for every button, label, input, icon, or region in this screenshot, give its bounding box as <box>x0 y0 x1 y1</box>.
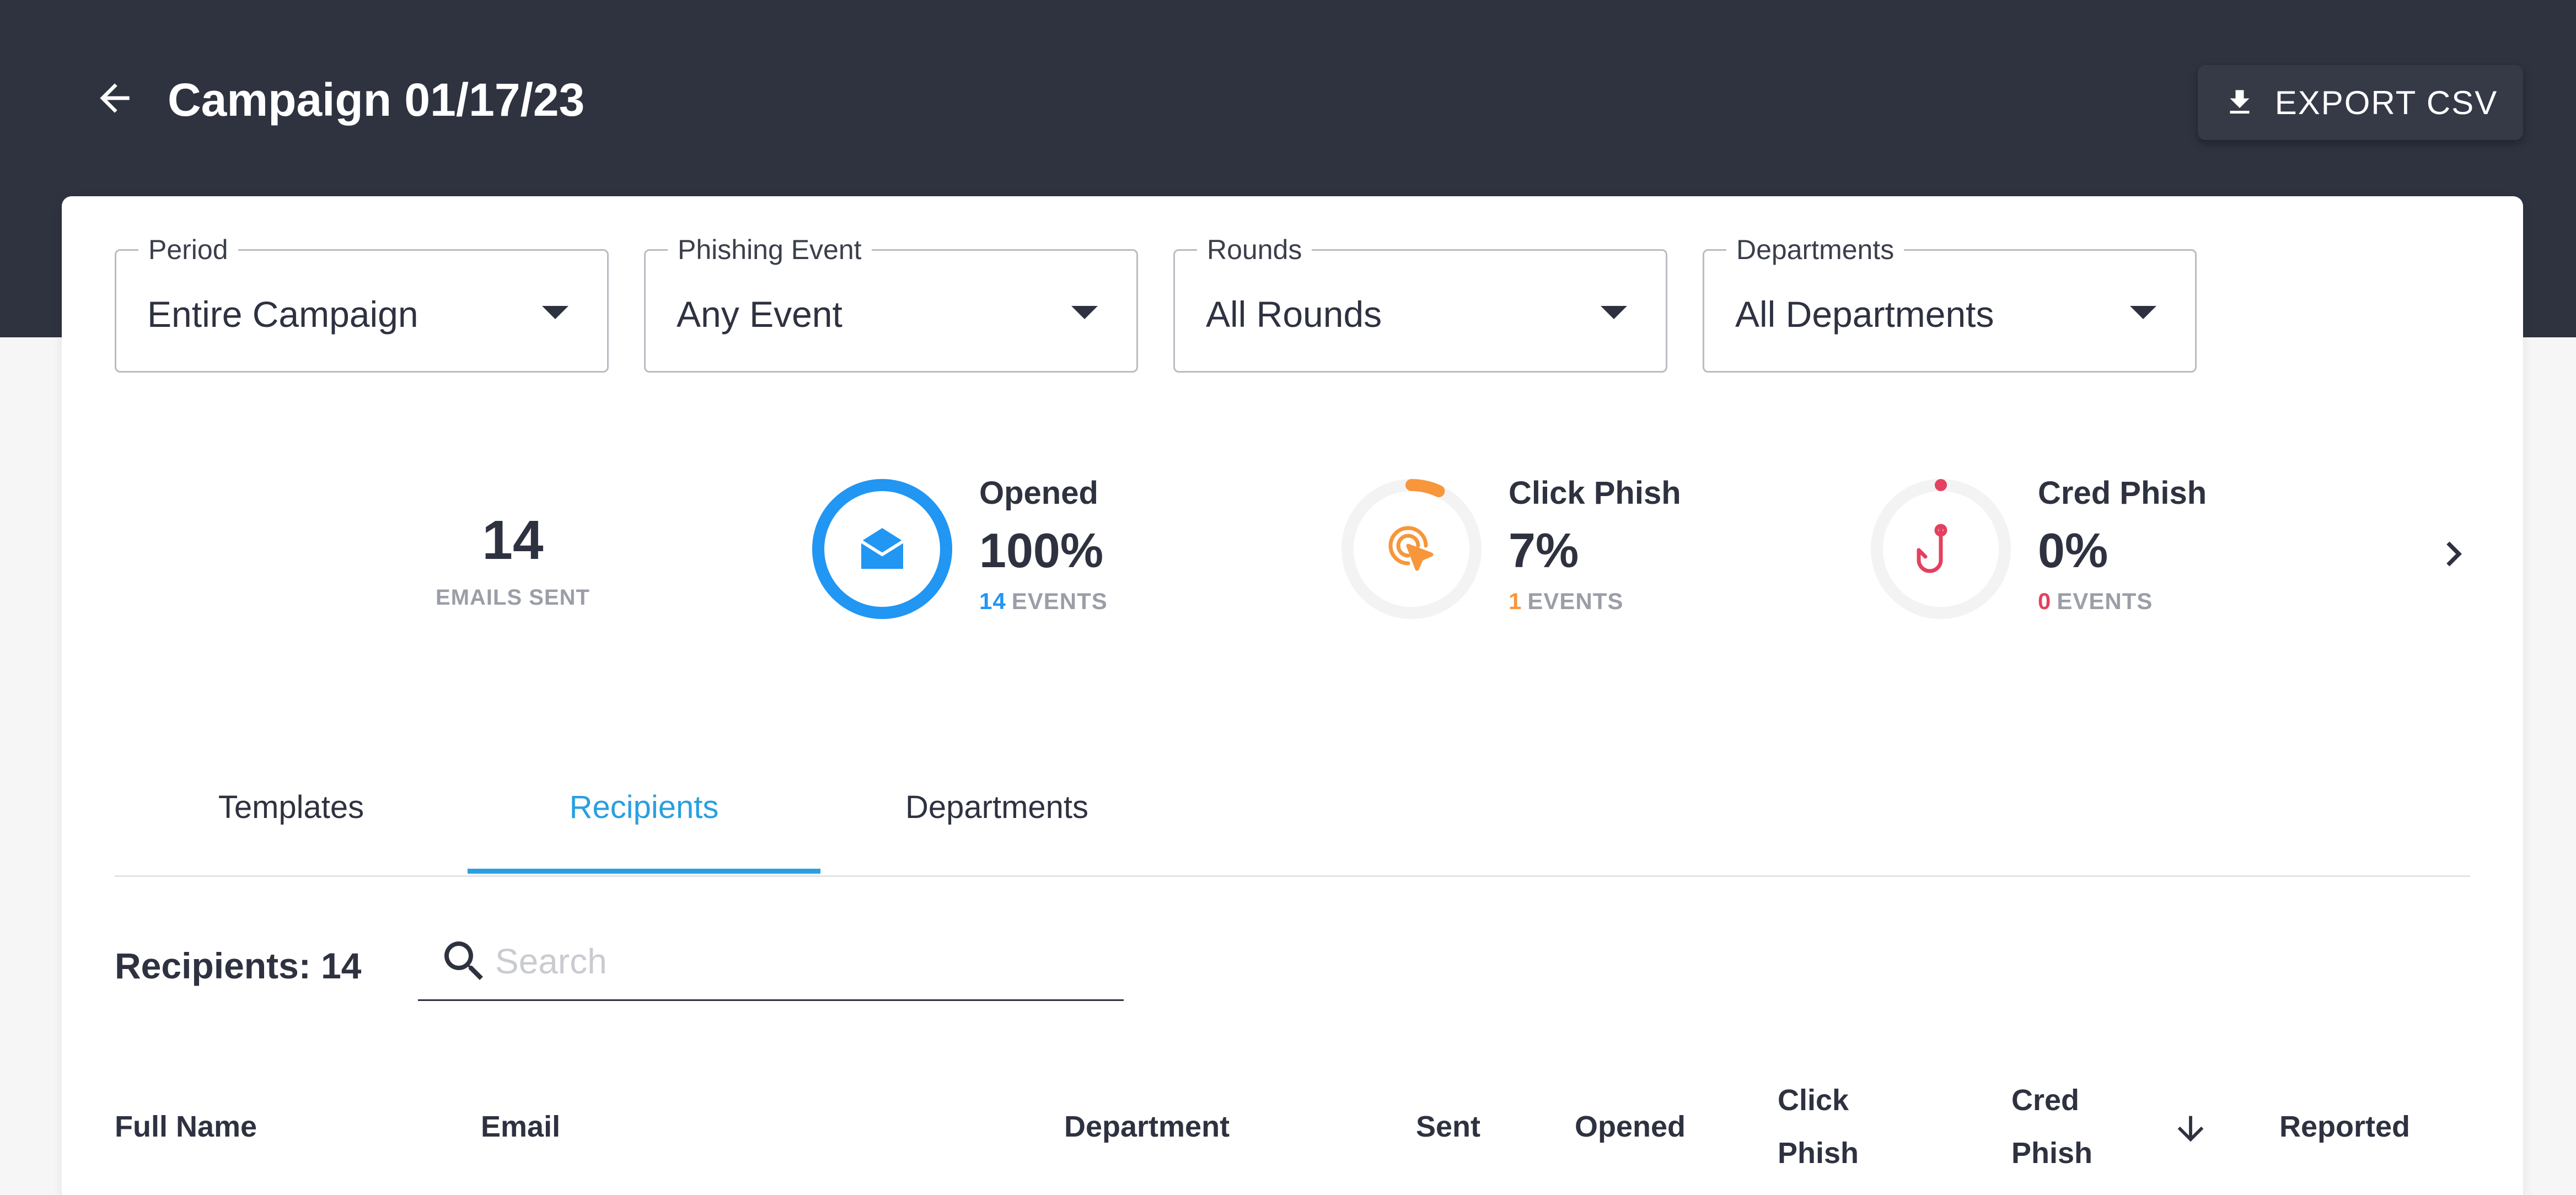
next-stats-button[interactable] <box>2426 524 2481 584</box>
period-label: Period <box>138 233 238 266</box>
emails-sent-count: 14 <box>482 509 544 571</box>
column-header-full-name[interactable]: Full Name <box>115 1110 257 1143</box>
cred-phish-events: 0 EVENTS <box>2038 588 2207 615</box>
cred-phish-progress-ring <box>1871 479 2011 619</box>
recipients-count: Recipients: 14 <box>115 945 362 986</box>
chevron-right-icon <box>2446 541 2462 567</box>
export-csv-button[interactable]: EXPORT CSV <box>2198 65 2523 140</box>
opened-percent: 100% <box>979 523 1104 578</box>
opened-events-label: EVENTS <box>1011 588 1108 614</box>
ring-progress <box>812 479 952 619</box>
click-phish-title: Click Phish <box>1509 475 1681 511</box>
rounds-value: All Rounds <box>1206 294 1382 335</box>
tabs-divider <box>115 875 2470 877</box>
download-icon <box>2230 90 2250 114</box>
fish-hook-icon <box>1917 524 1947 573</box>
opened-events: 14 EVENTS <box>979 588 1108 615</box>
caret-down-icon <box>542 306 568 319</box>
arrow-left-icon <box>100 83 130 113</box>
active-tab-indicator <box>468 869 820 874</box>
click-phish-events-label: EVENTS <box>1527 588 1624 614</box>
rounds-label: Rounds <box>1197 233 1312 266</box>
search-input[interactable] <box>495 934 1102 989</box>
campaign-card <box>62 196 2523 1195</box>
export-csv-label: EXPORT CSV <box>2274 84 2498 121</box>
back-button[interactable] <box>88 72 141 125</box>
departments-select[interactable]: Departments All Departments <box>1703 233 2197 373</box>
column-header-sent[interactable]: Sent <box>1416 1110 1481 1143</box>
opened-title: Opened <box>979 475 1098 511</box>
caret-down-icon <box>1071 306 1098 319</box>
click-phish-events: 1 EVENTS <box>1509 588 1681 615</box>
page-title: Campaign 01/17/23 <box>168 74 585 126</box>
click-phish-progress-ring <box>1341 479 1482 619</box>
column-header-click-phish[interactable]: Click Phish <box>1778 1084 1859 1170</box>
column-header-email[interactable]: Email <box>481 1110 561 1143</box>
recipient-search <box>418 926 1124 1001</box>
ring-progress <box>1871 479 2011 619</box>
phishing-event-label: Phishing Event <box>668 233 872 266</box>
arrow-down-icon <box>2177 1116 2204 1142</box>
emails-sent-stat: 14 EMAILS SENT <box>419 507 607 610</box>
click-phish-stat: Click Phish 7% 1 EVENTS <box>1509 474 1681 615</box>
click-phish-percent: 7% <box>1509 523 1579 578</box>
column-header-reported[interactable]: Reported <box>2279 1110 2411 1143</box>
sort-descending-icon[interactable] <box>2167 1105 2214 1153</box>
tab-recipients[interactable]: Recipients <box>569 789 719 825</box>
phishing-event-select[interactable]: Phishing Event Any Event <box>644 233 1138 373</box>
column-header-opened[interactable]: Opened <box>1575 1110 1686 1143</box>
opened-stat: Opened 100% 14 EVENTS <box>979 474 1108 615</box>
departments-value: All Departments <box>1735 294 1994 335</box>
cred-phish-events-count: 0 <box>2038 588 2052 614</box>
phishing-event-value: Any Event <box>677 294 842 335</box>
click-phish-events-count: 1 <box>1509 588 1522 614</box>
tab-departments[interactable]: Departments <box>905 789 1089 825</box>
period-value: Entire Campaign <box>147 294 418 335</box>
cred-phish-events-label: EVENTS <box>2057 588 2153 614</box>
opened-events-count: 14 <box>979 588 1006 614</box>
click-target-icon <box>1388 526 1434 571</box>
departments-label: Departments <box>1726 233 1904 266</box>
cred-phish-percent: 0% <box>2038 523 2108 578</box>
caret-down-icon <box>1601 306 1627 319</box>
column-header-department[interactable]: Department <box>1064 1110 1230 1143</box>
tab-templates[interactable]: Templates <box>218 789 364 825</box>
period-select[interactable]: Period Entire Campaign <box>115 233 609 373</box>
emails-sent-caption: EMAILS SENT <box>436 585 590 610</box>
search-icon <box>444 941 483 980</box>
cred-phish-title: Cred Phish <box>2038 475 2207 511</box>
opened-progress-ring <box>812 479 952 619</box>
cred-phish-stat: Cred Phish 0% 0 EVENTS <box>2038 474 2207 615</box>
column-header-cred-phish[interactable]: Cred Phish <box>2011 1084 2093 1170</box>
envelope-open-icon <box>860 528 904 569</box>
caret-down-icon <box>2130 306 2156 319</box>
ring-progress <box>1341 479 1482 619</box>
rounds-select[interactable]: Rounds All Rounds <box>1173 233 1667 373</box>
